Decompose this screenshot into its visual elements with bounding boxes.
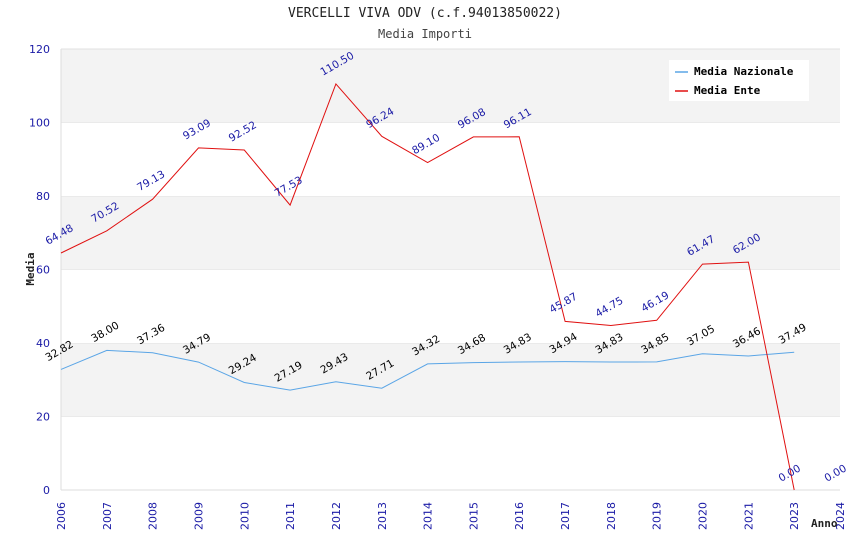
y-axis-label: Media xyxy=(24,252,37,285)
x-tick-label: 2011 xyxy=(284,502,297,530)
grid-band xyxy=(61,343,840,417)
x-tick-label: 2007 xyxy=(101,502,114,530)
grid-band xyxy=(61,416,840,490)
x-tick-label: 2008 xyxy=(147,502,160,530)
y-tick-label: 100 xyxy=(29,117,50,130)
y-tick-label: 20 xyxy=(36,411,50,424)
series-line-media-ente xyxy=(60,82,795,491)
y-tick-label: 120 xyxy=(29,43,50,56)
series-line-media-nazionale xyxy=(60,349,795,391)
y-tick-label: 40 xyxy=(36,337,50,350)
chart-legend: Media Nazionale Media Ente xyxy=(669,60,809,101)
x-tick-label: 2019 xyxy=(651,502,664,530)
x-tick-label: 2017 xyxy=(559,502,572,530)
x-tick-label: 2015 xyxy=(467,502,480,530)
x-tick-label: 2020 xyxy=(697,502,710,530)
x-tick-label: 2006 xyxy=(55,502,68,530)
y-tick-label: 60 xyxy=(36,264,50,277)
x-tick-label: 2012 xyxy=(330,502,343,530)
grid-band xyxy=(61,122,840,196)
legend-label-media-nazionale: Media Nazionale xyxy=(694,65,794,78)
x-tick-label: 2013 xyxy=(376,502,389,530)
y-tick-label: 80 xyxy=(36,190,50,203)
x-tick-label: 2021 xyxy=(742,502,755,530)
x-tick-label: 2016 xyxy=(513,502,526,530)
x-tick-label: 2014 xyxy=(422,502,435,530)
x-tick-label: 2010 xyxy=(238,502,251,530)
chart-title: VERCELLI VIVA ODV (c.f.94013850022) xyxy=(288,6,562,21)
x-tick-label: 2018 xyxy=(605,502,618,530)
x-tick-label: 2024 xyxy=(834,502,847,530)
legend-box xyxy=(669,60,809,101)
x-tick-label: 2009 xyxy=(192,502,205,530)
x-axis-label: Anno xyxy=(811,517,838,530)
grid-band xyxy=(61,269,840,343)
x-tick-label: 2023 xyxy=(788,502,801,530)
y-tick-label: 0 xyxy=(43,484,50,497)
grid-band xyxy=(61,196,840,270)
chart-subtitle: Media Importi xyxy=(378,27,472,41)
legend-label-media-ente: Media Ente xyxy=(694,84,761,97)
